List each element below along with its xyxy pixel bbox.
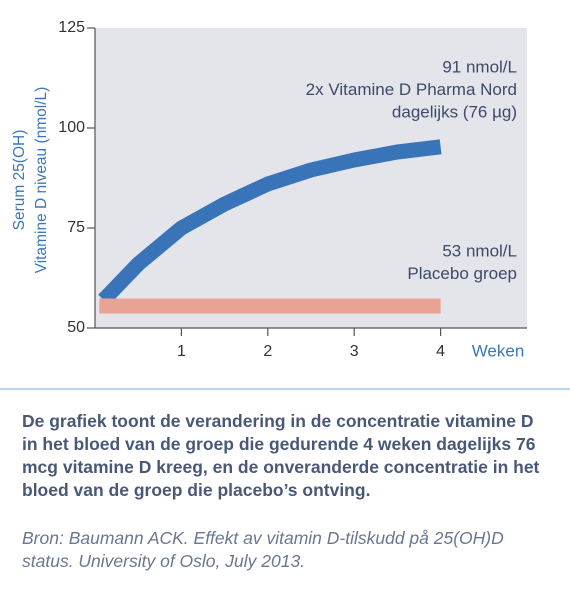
y-tick-label: 125 [58,19,85,36]
y-tick-label: 75 [67,219,85,236]
chart: 50 75 100 125 1 2 3 4 Weken Serum 25(OH) Vitamine … [0,19,570,390]
caption: De grafiek toont de verandering in de co… [22,411,540,500]
x-axis-label: Weken [472,341,525,360]
x-tick-label: 3 [350,343,359,360]
y-axis-label: Serum 25(OH) [11,130,28,231]
annotation: Placebo groep [407,264,517,283]
x-tick-label: 4 [436,343,445,360]
source: Bron: Baumann ACK. Effekt av vitamin D-t… [22,528,504,571]
annotation: dagelijks (76 µg) [392,102,517,121]
annotation: 2x Vitamine D Pharma Nord [306,80,517,99]
y-tick-label: 50 [67,319,85,336]
y-axis-label: Vitamine D niveau (nmol/L) [33,87,50,274]
x-tick-label: 2 [263,343,272,360]
y-tick-label: 100 [58,119,85,136]
x-tick-label: 1 [177,343,186,360]
annotation: 91 nmol/L [442,57,517,76]
plot-area [95,28,527,328]
annotation: 53 nmol/L [442,241,517,260]
series-line [98,139,442,306]
